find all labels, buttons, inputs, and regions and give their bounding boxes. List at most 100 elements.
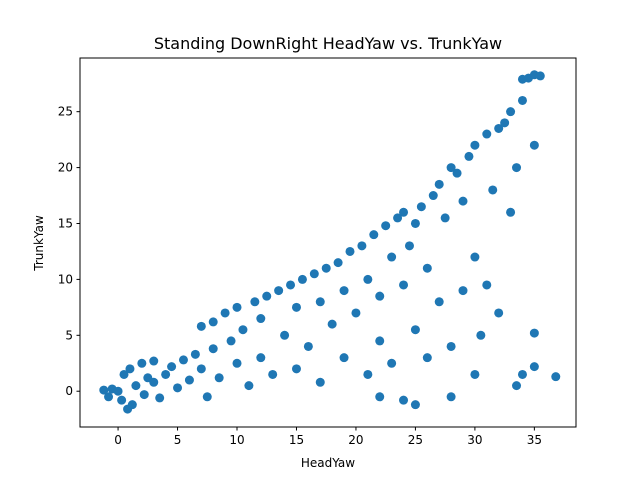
data-point [303,341,313,351]
data-point [167,362,177,372]
data-point [256,314,266,324]
data-point [155,393,165,403]
data-point [315,377,325,387]
data-point [99,385,109,395]
data-point [208,344,218,354]
data-point [404,241,414,251]
data-point [482,280,492,290]
data-point [315,297,325,307]
data-point [399,207,409,217]
data-point [339,353,349,363]
data-point [232,302,242,312]
x-tick-label: 5 [174,433,182,447]
data-point [127,400,137,410]
x-axis-label: HeadYaw [301,456,355,470]
data-point [410,400,420,410]
data-point [297,274,307,284]
data-point [196,364,206,374]
y-tick-label: 5 [65,328,73,342]
data-point [387,252,397,262]
data-point [494,123,504,133]
data-point [529,328,539,338]
data-point [256,353,266,363]
plot-frame [79,57,577,428]
data-point [410,218,420,228]
data-point [274,286,284,296]
x-axis-ticks: 0 5 10 15 20 25 30 35 [114,427,542,447]
data-point [470,140,480,150]
data-point [529,362,539,372]
data-point [446,392,456,402]
x-tick-label: 15 [289,433,304,447]
data-point [321,263,331,273]
data-point [458,286,468,296]
data-point [387,358,397,368]
data-point [117,395,127,405]
data-point [517,95,527,105]
y-tick-label: 0 [65,384,73,398]
data-point [357,241,367,251]
data-point [399,395,409,405]
data-point [529,140,539,150]
data-point [446,163,456,173]
data-point [149,377,159,387]
data-point [375,392,385,402]
data-point [208,317,218,327]
data-point [190,349,200,359]
data-point [131,381,141,391]
data-point [452,168,462,178]
x-tick-label: 10 [229,433,244,447]
data-point [363,369,373,379]
data-point [327,319,337,329]
data-point [226,336,236,346]
data-point [173,383,183,393]
data-point [202,392,212,402]
data-point [428,191,438,201]
x-tick-label: 25 [408,433,423,447]
data-point [104,392,114,402]
data-point [280,330,290,340]
data-point [244,381,254,391]
data-point [309,269,319,279]
data-point [268,369,278,379]
data-point [494,308,504,318]
data-point [149,356,159,366]
data-point [506,207,516,217]
data-point [434,297,444,307]
data-point [161,369,171,379]
data-point [410,325,420,335]
data-point [551,372,561,382]
data-point [476,330,486,340]
data-point [220,308,230,318]
data-point [291,302,301,312]
x-tick-label: 20 [348,433,363,447]
data-point [482,129,492,139]
data-point [506,107,516,117]
data-point [422,353,432,363]
data-point [446,341,456,351]
data-point [333,258,343,268]
data-point [137,358,147,368]
data-point [458,196,468,206]
data-point [393,213,403,223]
data-point [422,263,432,273]
x-tick-label: 0 [114,433,122,447]
data-point [125,364,135,374]
x-tick-label: 35 [527,433,542,447]
data-point [178,355,188,365]
data-point [214,373,224,383]
data-point [262,291,272,301]
data-point [184,375,194,385]
data-point [351,308,361,318]
data-point [286,280,296,290]
y-tick-label: 15 [58,216,73,230]
data-point [517,369,527,379]
data-point [113,386,123,396]
data-point [345,246,355,256]
y-tick-label: 20 [58,161,73,175]
y-axis-ticks: 0 5 10 15 20 25 [58,105,80,398]
data-point [464,151,474,161]
data-point [375,336,385,346]
